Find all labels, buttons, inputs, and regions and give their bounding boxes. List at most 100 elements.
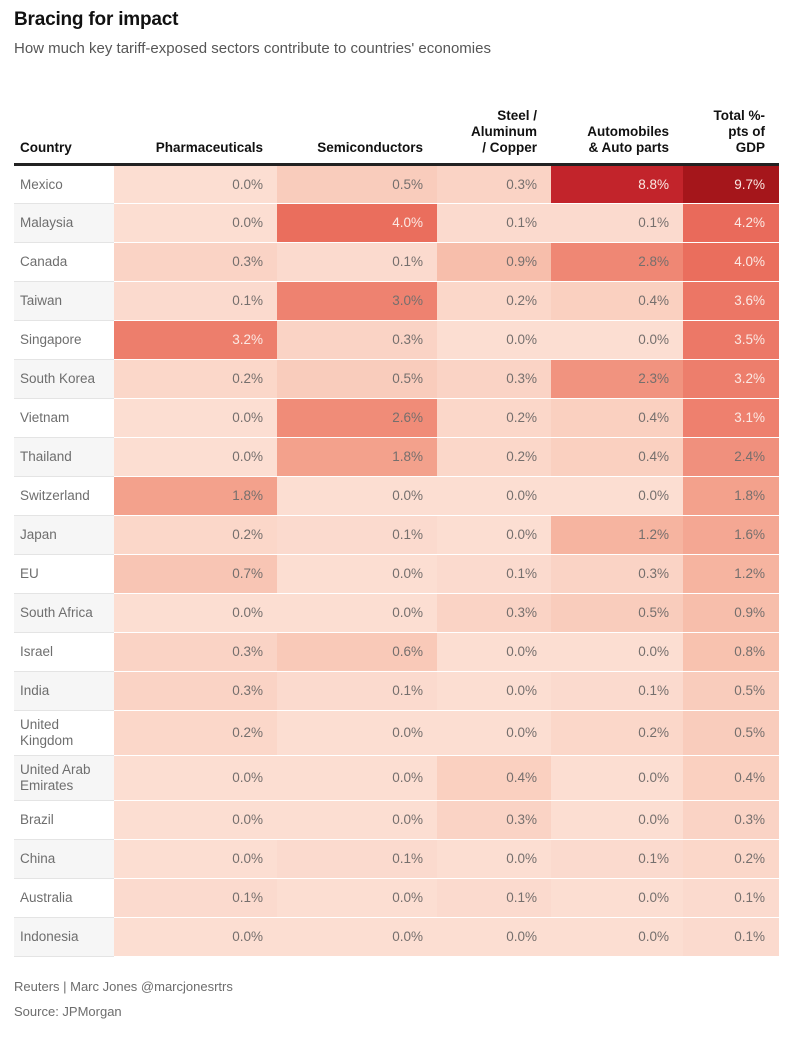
value-cell: 0.1% [277, 515, 437, 555]
value-cell: 0.0% [437, 632, 551, 672]
value-cell: 0.9% [683, 593, 779, 633]
country-cell: EU [14, 554, 114, 594]
value-cell: 0.0% [437, 710, 551, 756]
country-cell: South Korea [14, 359, 114, 399]
value-cell: 0.0% [277, 878, 437, 918]
value-cell: 0.0% [277, 800, 437, 840]
value-cell: 0.0% [277, 476, 437, 516]
country-cell: China [14, 839, 114, 879]
value-cell: 0.0% [551, 878, 683, 918]
value-cell: 2.6% [277, 398, 437, 438]
country-cell: United Kingdom [14, 710, 114, 756]
table-row: South Africa 0.0% 0.0% 0.3% 0.5% 0.9% [14, 593, 779, 633]
country-cell: Israel [14, 632, 114, 672]
value-cell: 0.8% [683, 632, 779, 672]
value-cell: 0.6% [277, 632, 437, 672]
value-cell: 0.7% [114, 554, 277, 594]
value-cell: 0.1% [277, 242, 437, 282]
value-cell: 0.1% [437, 554, 551, 594]
value-cell: 8.8% [551, 164, 683, 204]
value-cell: 1.2% [551, 515, 683, 555]
value-cell: 0.0% [114, 755, 277, 801]
value-cell: 0.0% [114, 164, 277, 204]
value-cell: 1.2% [683, 554, 779, 594]
value-cell: 0.0% [277, 917, 437, 957]
value-cell: 0.2% [114, 515, 277, 555]
value-cell: 2.4% [683, 437, 779, 477]
value-cell: 0.5% [683, 671, 779, 711]
table-row: China 0.0% 0.1% 0.0% 0.1% 0.2% [14, 839, 779, 879]
value-cell: 0.0% [114, 839, 277, 879]
value-cell: 2.3% [551, 359, 683, 399]
table-row: United Kingdom 0.2% 0.0% 0.0% 0.2% 0.5% [14, 710, 779, 756]
value-cell: 1.8% [683, 476, 779, 516]
value-cell: 0.2% [551, 710, 683, 756]
country-cell: Japan [14, 515, 114, 555]
country-cell: Australia [14, 878, 114, 918]
credit-line: Reuters | Marc Jones @marcjonesrtrs [14, 979, 233, 994]
value-cell: 0.1% [551, 203, 683, 243]
value-cell: 0.3% [551, 554, 683, 594]
table-row: EU 0.7% 0.0% 0.1% 0.3% 1.2% [14, 554, 779, 594]
country-cell: Mexico [14, 164, 114, 204]
column-header-automobiles: Automobiles & Auto parts [551, 72, 683, 166]
table-row: Canada 0.3% 0.1% 0.9% 2.8% 4.0% [14, 242, 779, 282]
value-cell: 0.3% [114, 632, 277, 672]
value-cell: 0.5% [277, 359, 437, 399]
table-row: Brazil 0.0% 0.0% 0.3% 0.0% 0.3% [14, 800, 779, 840]
value-cell: 0.1% [114, 281, 277, 321]
value-cell: 0.0% [551, 632, 683, 672]
country-cell: India [14, 671, 114, 711]
value-cell: 0.0% [551, 755, 683, 801]
heatmap-table: Country Pharmaceuticals Semiconductors S… [14, 72, 779, 957]
value-cell: 0.1% [551, 839, 683, 879]
value-cell: 0.3% [437, 164, 551, 204]
column-header-country: Country [14, 72, 114, 166]
table-row: Japan 0.2% 0.1% 0.0% 1.2% 1.6% [14, 515, 779, 555]
value-cell: 0.2% [437, 281, 551, 321]
header-row: Country Pharmaceuticals Semiconductors S… [14, 72, 779, 166]
value-cell: 1.8% [114, 476, 277, 516]
value-cell: 2.8% [551, 242, 683, 282]
value-cell: 0.1% [437, 878, 551, 918]
value-cell: 4.0% [683, 242, 779, 282]
table-row: Mexico 0.0% 0.5% 0.3% 8.8% 9.7% [14, 164, 779, 204]
value-cell: 4.2% [683, 203, 779, 243]
table-row: Israel 0.3% 0.6% 0.0% 0.0% 0.8% [14, 632, 779, 672]
table-body: Mexico 0.0% 0.5% 0.3% 8.8% 9.7% Malaysia 0.0% 4.… [14, 164, 779, 957]
value-cell: 0.3% [277, 320, 437, 360]
value-cell: 0.0% [551, 800, 683, 840]
value-cell: 0.3% [114, 242, 277, 282]
value-cell: 0.5% [551, 593, 683, 633]
value-cell: 3.2% [683, 359, 779, 399]
country-cell: Singapore [14, 320, 114, 360]
value-cell: 0.0% [437, 671, 551, 711]
value-cell: 0.0% [114, 917, 277, 957]
value-cell: 0.0% [437, 839, 551, 879]
table-row: South Korea 0.2% 0.5% 0.3% 2.3% 3.2% [14, 359, 779, 399]
footer: Reuters | Marc Jones @marcjonesrtrs Sour… [14, 979, 779, 1020]
value-cell: 0.4% [551, 398, 683, 438]
value-cell: 0.5% [683, 710, 779, 756]
value-cell: 0.4% [437, 755, 551, 801]
value-cell: 0.1% [683, 878, 779, 918]
value-cell: 0.0% [114, 593, 277, 633]
page-subtitle: How much key tariff-exposed sectors cont… [14, 40, 491, 57]
value-cell: 0.1% [551, 671, 683, 711]
value-cell: 0.0% [277, 710, 437, 756]
value-cell: 0.3% [437, 800, 551, 840]
value-cell: 0.3% [437, 359, 551, 399]
table-row: Vietnam 0.0% 2.6% 0.2% 0.4% 3.1% [14, 398, 779, 438]
table-row: United Arab Emirates 0.0% 0.0% 0.4% 0.0% 0.4% [14, 755, 779, 801]
value-cell: 0.0% [437, 476, 551, 516]
value-cell: 3.0% [277, 281, 437, 321]
value-cell: 9.7% [683, 164, 779, 204]
column-header-pharmaceuticals: Pharmaceuticals [114, 72, 277, 166]
value-cell: 0.0% [114, 203, 277, 243]
value-cell: 4.0% [277, 203, 437, 243]
country-cell: Vietnam [14, 398, 114, 438]
table-row: Thailand 0.0% 1.8% 0.2% 0.4% 2.4% [14, 437, 779, 477]
value-cell: 0.2% [114, 710, 277, 756]
country-cell: South Africa [14, 593, 114, 633]
value-cell: 0.0% [277, 554, 437, 594]
